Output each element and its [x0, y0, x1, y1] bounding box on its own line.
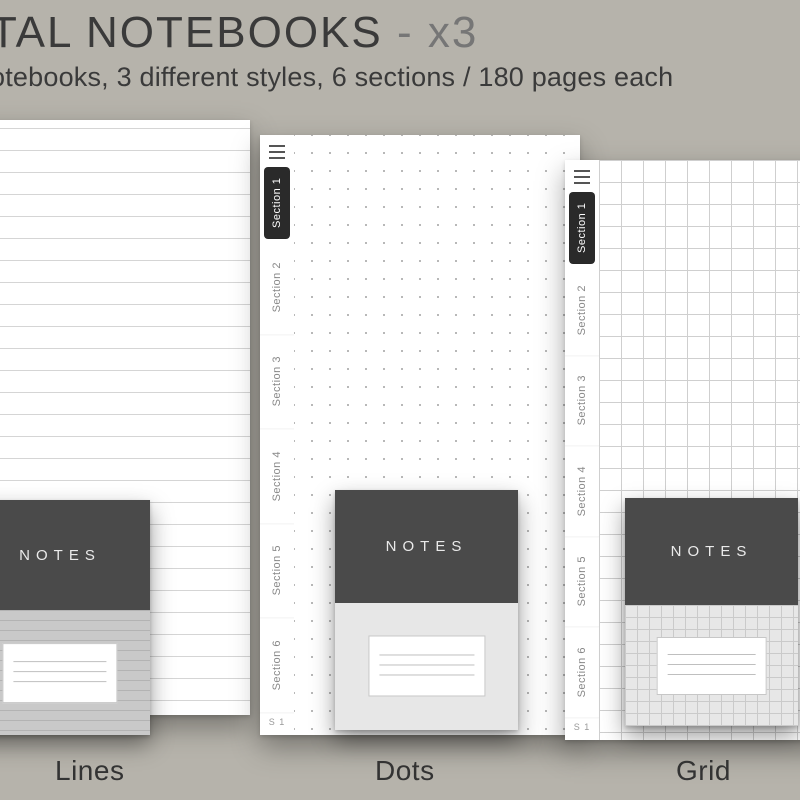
tab-section-3[interactable]: Section 3: [565, 356, 599, 446]
tab-section-6[interactable]: Section 6: [260, 619, 294, 713]
tab-section-4[interactable]: Section 4: [565, 447, 599, 537]
page-number: S 1: [260, 713, 294, 735]
cover-label-box: [368, 636, 485, 697]
menu-icon[interactable]: [574, 170, 590, 184]
cover-dots: NOTES: [335, 490, 518, 730]
subtitle: otebooks, 3 different styles, 6 sections…: [0, 62, 673, 93]
cover-header: NOTES: [335, 490, 518, 603]
caption-grid: Grid: [676, 755, 731, 787]
cover-label-box: [2, 643, 117, 703]
tab-section-3[interactable]: Section 3: [260, 335, 294, 429]
cover-header: NOTES: [0, 500, 150, 610]
cover-lines: NOTES: [0, 500, 150, 735]
cover-title: NOTES: [671, 543, 753, 560]
cover-title: NOTES: [386, 538, 468, 555]
tab-section-6[interactable]: Section 6: [565, 628, 599, 718]
tab-section-5[interactable]: Section 5: [565, 537, 599, 627]
cover-label-box: [656, 637, 767, 695]
title-main: TAL NOTEBOOKS: [0, 8, 383, 57]
tab-section-1[interactable]: Section 1: [264, 167, 290, 239]
cover-body: [625, 605, 798, 726]
cover-title: NOTES: [19, 547, 101, 564]
page-number: S 1: [565, 718, 599, 740]
tab-section-2[interactable]: Section 2: [260, 241, 294, 335]
tab-section-4[interactable]: Section 4: [260, 430, 294, 524]
tab-section-5[interactable]: Section 5: [260, 524, 294, 618]
cover-body: [335, 603, 518, 730]
cover-grid: NOTES: [625, 498, 798, 726]
section-tabs: Section 1 Section 2 Section 3 Section 4 …: [260, 135, 294, 735]
caption-lines: Lines: [55, 755, 124, 787]
caption-dots: Dots: [375, 755, 435, 787]
tab-section-2[interactable]: Section 2: [565, 266, 599, 356]
menu-icon[interactable]: [269, 145, 285, 159]
title-suffix: - x3: [383, 8, 479, 57]
header: TAL NOTEBOOKS - x3 otebooks, 3 different…: [0, 8, 673, 93]
tab-section-1[interactable]: Section 1: [569, 192, 595, 264]
page-title: TAL NOTEBOOKS - x3: [0, 8, 673, 58]
cover-body: [0, 610, 150, 735]
cover-header: NOTES: [625, 498, 798, 605]
section-tabs: Section 1 Section 2 Section 3 Section 4 …: [565, 160, 599, 740]
